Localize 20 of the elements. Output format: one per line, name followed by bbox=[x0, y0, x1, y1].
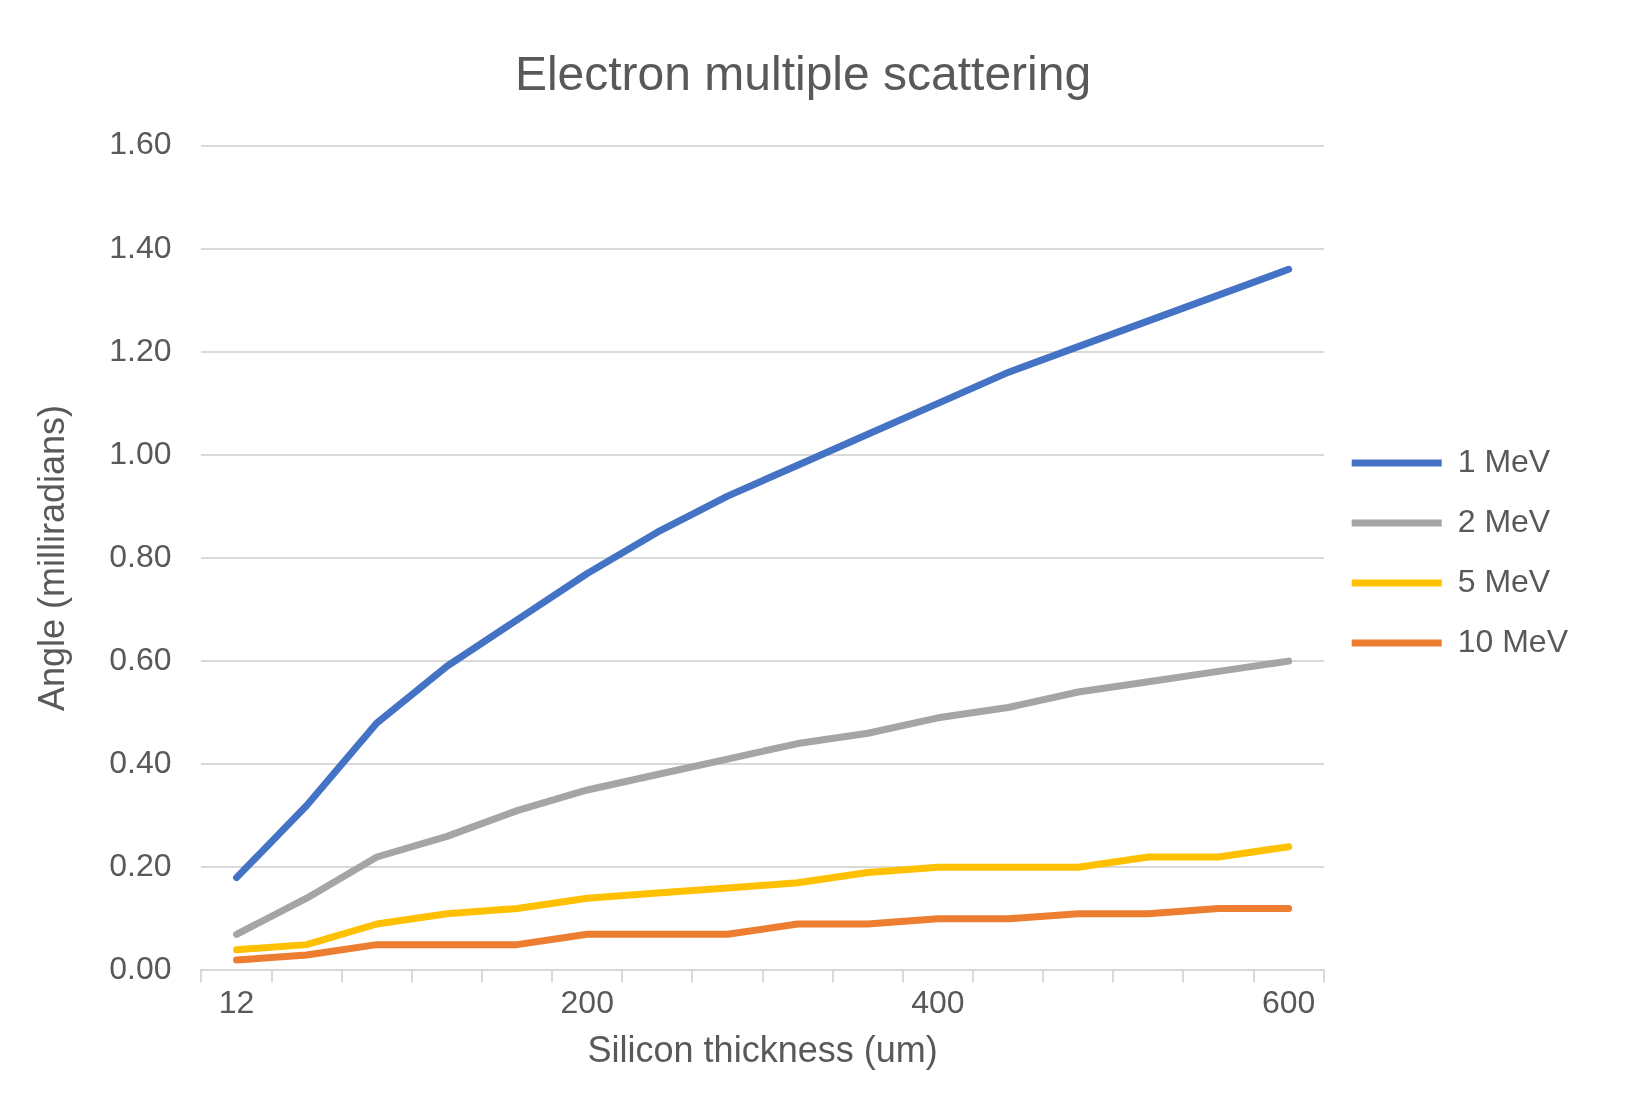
x-tick-label: 400 bbox=[911, 984, 965, 1021]
legend-label: 1 MeV bbox=[1457, 442, 1551, 479]
y-tick-label: 0.00 bbox=[109, 950, 172, 987]
x-axis-title: Silicon thickness (um) bbox=[587, 1029, 938, 1071]
legend-label: 10 MeV bbox=[1457, 622, 1569, 659]
x-tick-label: 12 bbox=[218, 984, 255, 1021]
y-tick-label: 1.00 bbox=[109, 434, 172, 471]
y-tick-label: 1.40 bbox=[109, 228, 172, 265]
x-tick-label: 200 bbox=[560, 984, 614, 1021]
x-tick-label: 600 bbox=[1261, 984, 1316, 1021]
chart-title: Electron multiple scattering bbox=[514, 47, 1092, 101]
legend-label: 5 MeV bbox=[1457, 562, 1551, 599]
y-tick-label: 1.20 bbox=[109, 331, 172, 368]
y-tick-label: 0.80 bbox=[109, 537, 172, 574]
y-tick-label: 0.60 bbox=[109, 640, 172, 677]
legend-label: 2 MeV bbox=[1457, 502, 1551, 539]
y-tick-label: 0.40 bbox=[109, 744, 172, 781]
y-tick-label: 1.60 bbox=[109, 125, 172, 162]
y-tick-label: 0.20 bbox=[109, 847, 172, 884]
y-axis-title: Angle (milliradians) bbox=[30, 404, 72, 712]
